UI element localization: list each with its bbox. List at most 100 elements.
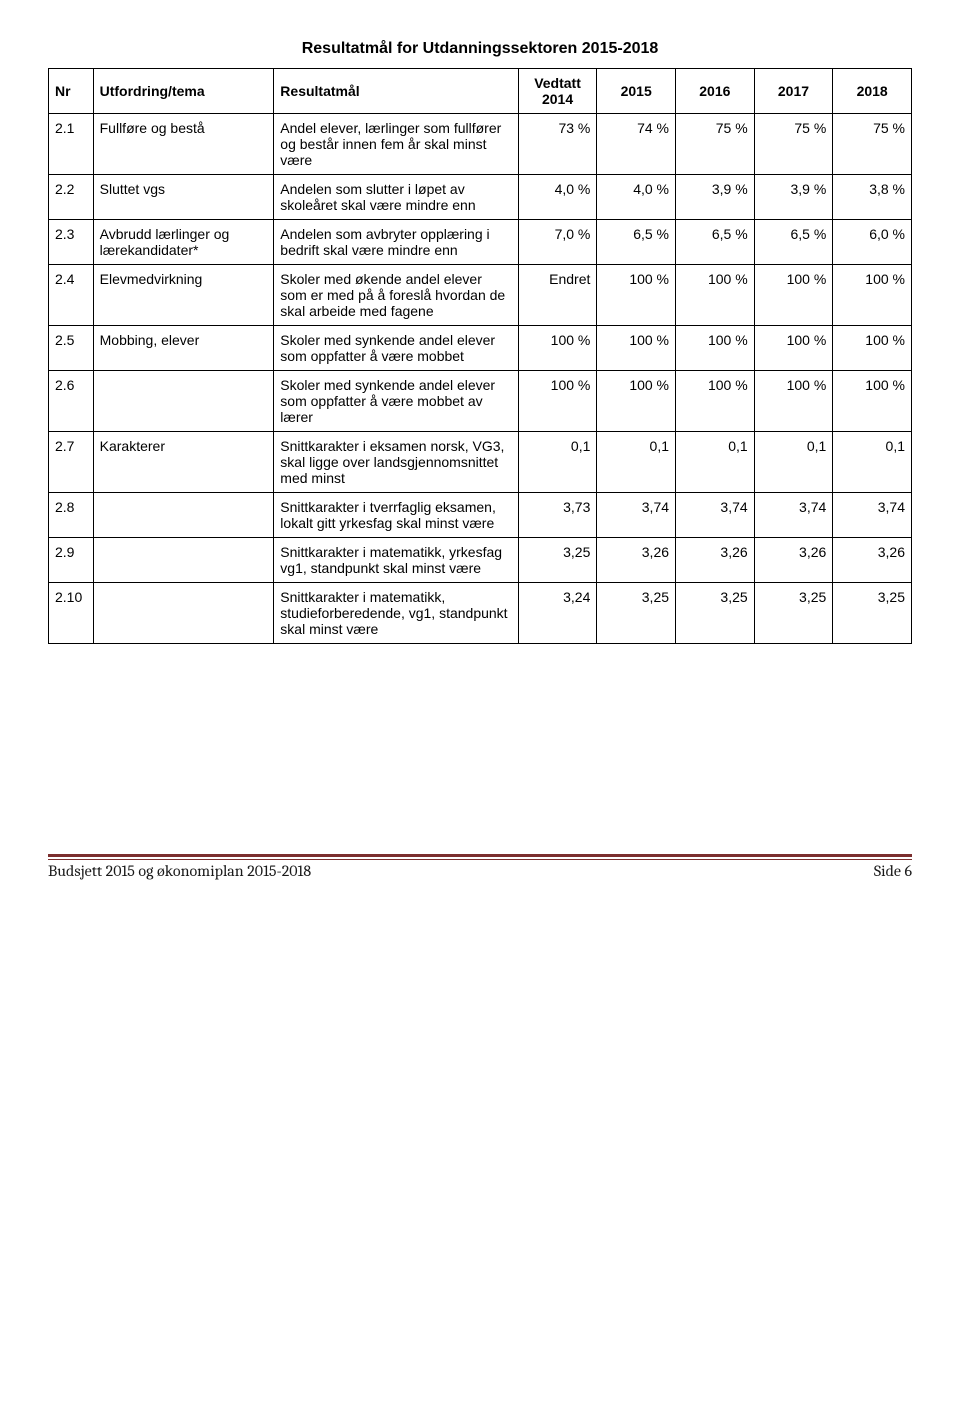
cell-value: 3,25 bbox=[597, 583, 676, 644]
table-row: 2.9 Snittkarakter i matematikk, yrkesfag … bbox=[49, 538, 912, 583]
results-table: Nr Utfordring/tema Resultatmål Vedtatt 2… bbox=[48, 68, 912, 644]
cell-value: 3,25 bbox=[833, 583, 912, 644]
cell-value: 73 % bbox=[518, 114, 597, 175]
cell-tema bbox=[93, 538, 274, 583]
cell-resultatmal: Skoler med økende andel elever som er me… bbox=[274, 265, 518, 326]
cell-value: 100 % bbox=[518, 371, 597, 432]
cell-value: 100 % bbox=[676, 371, 755, 432]
cell-value: 100 % bbox=[676, 326, 755, 371]
cell-nr: 2.2 bbox=[49, 175, 94, 220]
cell-value: 100 % bbox=[754, 326, 833, 371]
cell-value: 3,8 % bbox=[833, 175, 912, 220]
cell-value: 0,1 bbox=[754, 432, 833, 493]
cell-value: 6,5 % bbox=[597, 220, 676, 265]
table-row: 2.1Fullføre og beståAndel elever, lærlin… bbox=[49, 114, 912, 175]
cell-tema: Sluttet vgs bbox=[93, 175, 274, 220]
cell-tema: Elevmedvirkning bbox=[93, 265, 274, 326]
table-row: 2.7KaraktererSnittkarakter i eksamen nor… bbox=[49, 432, 912, 493]
cell-value: 3,74 bbox=[676, 493, 755, 538]
cell-value: 3,26 bbox=[754, 538, 833, 583]
cell-tema: Avbrudd lærlinger og lærekandidater* bbox=[93, 220, 274, 265]
cell-nr: 2.7 bbox=[49, 432, 94, 493]
cell-resultatmal: Snittkarakter i tverrfaglig eksamen, lok… bbox=[274, 493, 518, 538]
cell-nr: 2.1 bbox=[49, 114, 94, 175]
cell-value: 3,26 bbox=[833, 538, 912, 583]
cell-nr: 2.3 bbox=[49, 220, 94, 265]
cell-value: 100 % bbox=[597, 326, 676, 371]
cell-value: 4,0 % bbox=[518, 175, 597, 220]
cell-value: 100 % bbox=[833, 326, 912, 371]
cell-nr: 2.8 bbox=[49, 493, 94, 538]
col-utfordring: Utfordring/tema bbox=[93, 69, 274, 114]
cell-resultatmal: Skoler med synkende andel elever som opp… bbox=[274, 371, 518, 432]
cell-value: 6,5 % bbox=[754, 220, 833, 265]
cell-value: 75 % bbox=[833, 114, 912, 175]
cell-value: 100 % bbox=[676, 265, 755, 326]
cell-resultatmal: Snittkarakter i matematikk, yrkesfag vg1… bbox=[274, 538, 518, 583]
cell-value: 3,26 bbox=[676, 538, 755, 583]
table-row: 2.10 Snittkarakter i matematikk, studiefo… bbox=[49, 583, 912, 644]
cell-tema bbox=[93, 583, 274, 644]
table-row: 2.5Mobbing, eleverSkoler med synkende an… bbox=[49, 326, 912, 371]
table-row: 2.2Sluttet vgsAndelen som slutter i løpe… bbox=[49, 175, 912, 220]
col-vedtatt: Vedtatt 2014 bbox=[518, 69, 597, 114]
cell-value: 3,25 bbox=[518, 538, 597, 583]
cell-tema: Fullføre og bestå bbox=[93, 114, 274, 175]
cell-nr: 2.4 bbox=[49, 265, 94, 326]
cell-resultatmal: Andelen som slutter i løpet av skoleåret… bbox=[274, 175, 518, 220]
footer-left: Budsjett 2015 og økonomiplan 2015-2018 bbox=[48, 862, 311, 880]
cell-tema bbox=[93, 371, 274, 432]
table-row: 2.6Skoler med synkende andel elever som … bbox=[49, 371, 912, 432]
cell-value: 3,73 bbox=[518, 493, 597, 538]
cell-tema: Karakterer bbox=[93, 432, 274, 493]
cell-value: 75 % bbox=[676, 114, 755, 175]
cell-resultatmal: Skoler med synkende andel elever som opp… bbox=[274, 326, 518, 371]
cell-value: 0,1 bbox=[676, 432, 755, 493]
cell-value: 3,26 bbox=[597, 538, 676, 583]
table-row: 2.8 Snittkarakter i tverrfaglig eksamen, … bbox=[49, 493, 912, 538]
cell-resultatmal: Snittkarakter i matematikk, studieforber… bbox=[274, 583, 518, 644]
cell-value: 3,74 bbox=[597, 493, 676, 538]
cell-value: 100 % bbox=[833, 371, 912, 432]
footer: Budsjett 2015 og økonomiplan 2015-2018 S… bbox=[48, 854, 912, 880]
cell-value: 3,74 bbox=[833, 493, 912, 538]
cell-value: 3,74 bbox=[754, 493, 833, 538]
cell-value: 3,9 % bbox=[754, 175, 833, 220]
col-2016: 2016 bbox=[676, 69, 755, 114]
col-resultatmal: Resultatmål bbox=[274, 69, 518, 114]
cell-resultatmal: Andelen som avbryter opplæring i bedrift… bbox=[274, 220, 518, 265]
cell-value: Endret bbox=[518, 265, 597, 326]
cell-value: 100 % bbox=[597, 371, 676, 432]
cell-value: 0,1 bbox=[518, 432, 597, 493]
cell-value: 100 % bbox=[833, 265, 912, 326]
col-2015: 2015 bbox=[597, 69, 676, 114]
cell-value: 6,0 % bbox=[833, 220, 912, 265]
cell-resultatmal: Andel elever, lærlinger som fullfører og… bbox=[274, 114, 518, 175]
cell-value: 3,9 % bbox=[676, 175, 755, 220]
cell-value: 100 % bbox=[597, 265, 676, 326]
cell-nr: 2.5 bbox=[49, 326, 94, 371]
cell-value: 0,1 bbox=[833, 432, 912, 493]
cell-value: 74 % bbox=[597, 114, 676, 175]
cell-nr: 2.10 bbox=[49, 583, 94, 644]
table-row: 2.3Avbrudd lærlinger og lærekandidater*A… bbox=[49, 220, 912, 265]
cell-value: 100 % bbox=[754, 371, 833, 432]
cell-value: 75 % bbox=[754, 114, 833, 175]
col-2018: 2018 bbox=[833, 69, 912, 114]
cell-value: 6,5 % bbox=[676, 220, 755, 265]
footer-rule bbox=[48, 854, 912, 860]
cell-value: 0,1 bbox=[597, 432, 676, 493]
cell-nr: 2.9 bbox=[49, 538, 94, 583]
table-header-row: Nr Utfordring/tema Resultatmål Vedtatt 2… bbox=[49, 69, 912, 114]
cell-value: 7,0 % bbox=[518, 220, 597, 265]
cell-tema: Mobbing, elever bbox=[93, 326, 274, 371]
page-title: Resultatmål for Utdanningssektoren 2015-… bbox=[48, 40, 912, 58]
cell-value: 3,24 bbox=[518, 583, 597, 644]
cell-value: 3,25 bbox=[754, 583, 833, 644]
cell-value: 100 % bbox=[518, 326, 597, 371]
cell-value: 3,25 bbox=[676, 583, 755, 644]
cell-resultatmal: Snittkarakter i eksamen norsk, VG3, skal… bbox=[274, 432, 518, 493]
cell-value: 4,0 % bbox=[597, 175, 676, 220]
footer-right: Side 6 bbox=[874, 862, 912, 880]
col-nr: Nr bbox=[49, 69, 94, 114]
